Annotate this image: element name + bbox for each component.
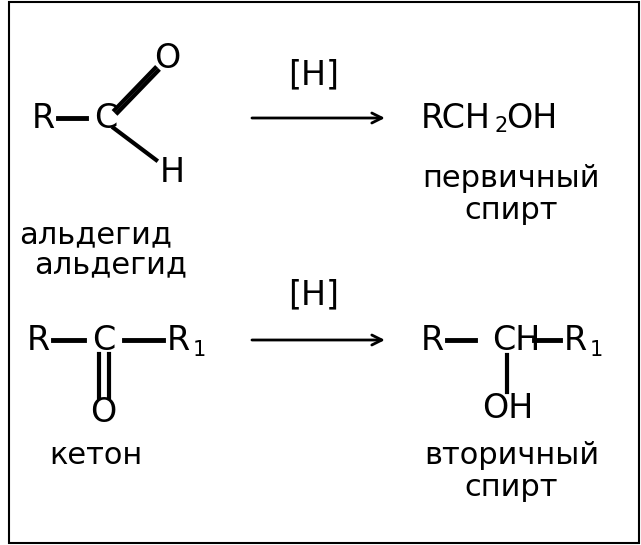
Text: вторичный: вторичный: [424, 440, 599, 469]
Text: альдегид: альдегид: [19, 221, 172, 250]
Text: кетон: кетон: [49, 440, 142, 469]
Text: R: R: [564, 324, 587, 356]
Text: альдегид: альдегид: [34, 251, 187, 280]
Text: OH: OH: [482, 391, 533, 425]
Text: первичный: первичный: [422, 164, 600, 192]
Text: O: O: [154, 41, 180, 75]
Text: R: R: [26, 324, 50, 356]
Text: [H]: [H]: [288, 278, 339, 312]
Text: O: O: [90, 396, 117, 428]
Text: CH: CH: [492, 324, 541, 356]
Text: 1: 1: [193, 340, 206, 360]
Text: R: R: [420, 324, 444, 356]
Text: RCH: RCH: [420, 101, 490, 135]
Text: спирт: спирт: [465, 196, 558, 225]
Text: [H]: [H]: [288, 58, 339, 92]
Text: OH: OH: [506, 101, 558, 135]
Text: R: R: [167, 324, 190, 356]
Text: C: C: [94, 101, 117, 135]
Text: 1: 1: [590, 340, 603, 360]
Text: спирт: спирт: [465, 473, 558, 501]
Text: 2: 2: [495, 116, 508, 136]
Text: H: H: [160, 155, 185, 189]
Text: C: C: [92, 324, 115, 356]
Text: R: R: [31, 101, 54, 135]
